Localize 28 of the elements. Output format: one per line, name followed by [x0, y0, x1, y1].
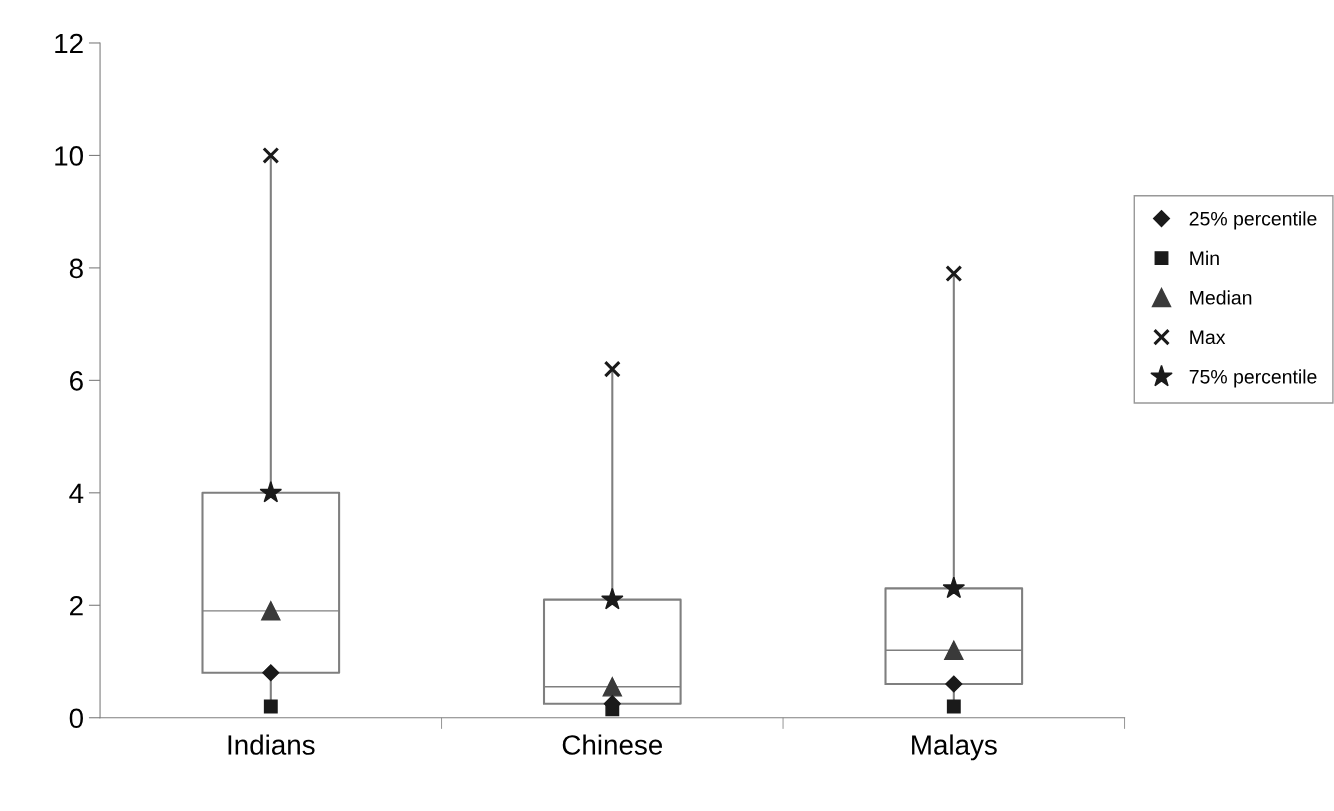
y-tick-label: 2 [70, 595, 83, 616]
point [603, 360, 621, 378]
point [602, 677, 623, 697]
legend-label: Median [1190, 290, 1252, 305]
y-tick-label: 10 [55, 146, 83, 166]
point [601, 587, 624, 610]
y-tick-label: 6 [70, 371, 83, 391]
point [945, 675, 963, 693]
y-tick-label: 12 [55, 33, 83, 54]
point [261, 601, 281, 621]
x-tick-label: Malays [912, 734, 997, 761]
y-tick-label: 4 [69, 483, 84, 503]
legend-label: Max [1190, 330, 1226, 345]
point [944, 640, 964, 660]
point [259, 481, 283, 503]
point [945, 265, 963, 282]
x-tick-label: Chinese [562, 734, 663, 755]
point [263, 699, 278, 714]
point [942, 576, 966, 599]
y-tick-label: 8 [69, 258, 83, 279]
point [262, 146, 280, 164]
legend-label: 25% percentile [1189, 211, 1317, 230]
point [946, 699, 961, 714]
point [262, 664, 280, 682]
x-tick-label: Indians [228, 734, 315, 755]
legend-label: Min [1190, 250, 1219, 265]
y-tick-label: 0 [69, 708, 83, 729]
legend-label: 75% percentile [1189, 369, 1317, 388]
